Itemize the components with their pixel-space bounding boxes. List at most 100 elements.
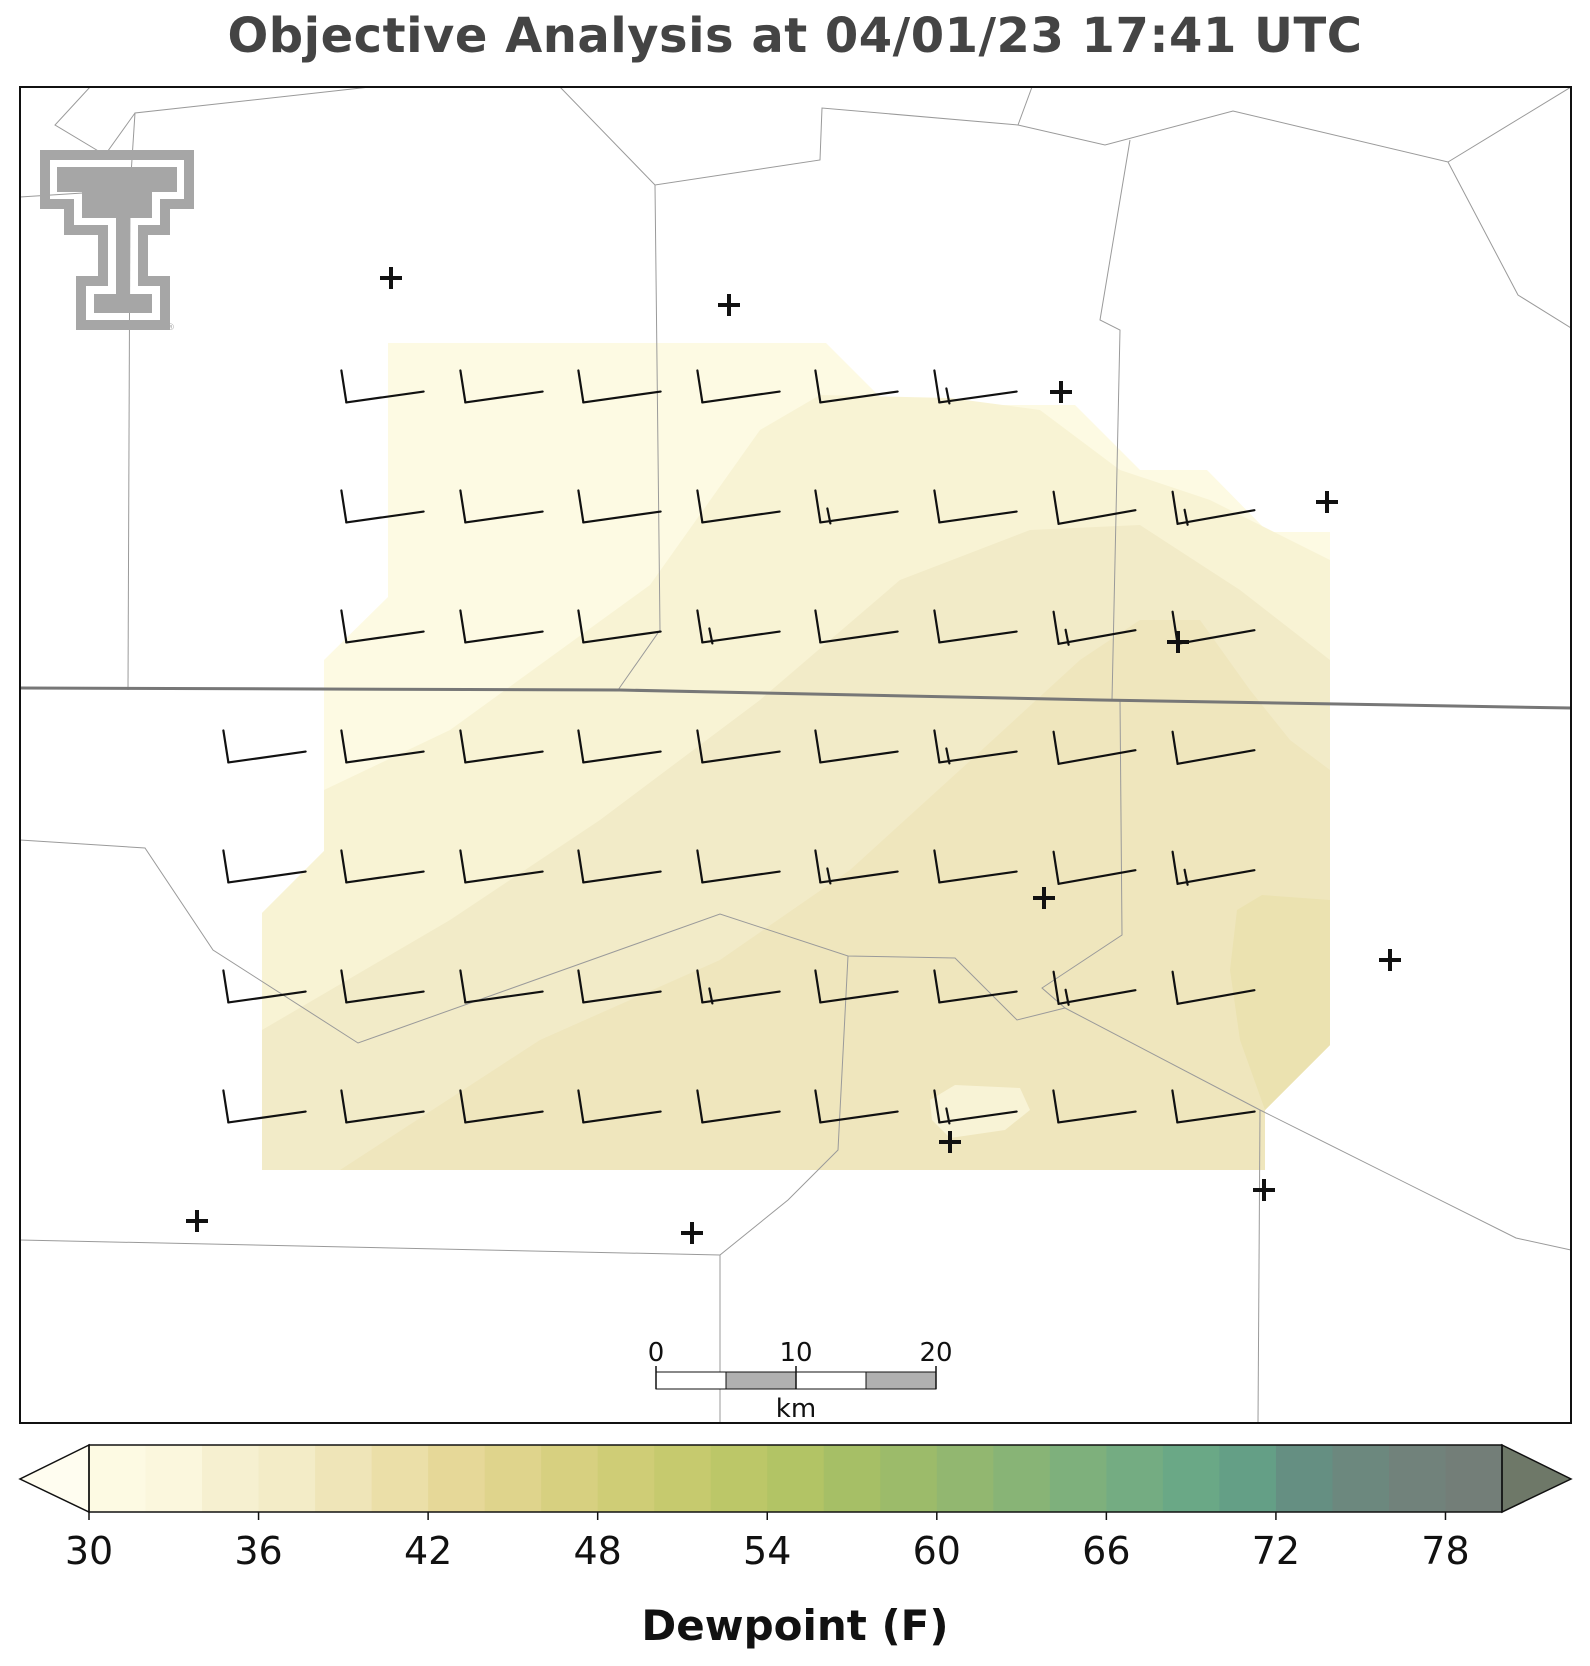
colorbar-segment bbox=[1275, 1445, 1334, 1512]
station-marker bbox=[1253, 1179, 1275, 1201]
colorbar-segment bbox=[1388, 1445, 1447, 1512]
scale-label-20: 20 bbox=[919, 1338, 952, 1368]
colorbar-segment bbox=[1332, 1445, 1390, 1512]
wind-barb bbox=[340, 969, 425, 1004]
station-marker bbox=[1033, 887, 1055, 909]
colorbar-segment bbox=[315, 1445, 373, 1512]
wind-barb bbox=[933, 849, 1018, 884]
colorbar-tick-label: 36 bbox=[234, 1529, 282, 1573]
wind-barb bbox=[1052, 1089, 1137, 1124]
wind-barb bbox=[1171, 1089, 1256, 1124]
station-marker bbox=[1167, 631, 1189, 653]
wind-barb bbox=[1052, 490, 1137, 525]
wind-barb bbox=[933, 609, 1018, 644]
contour-local-low bbox=[930, 1085, 1030, 1138]
colorbar-under-arrow bbox=[18, 1443, 90, 1514]
wind-barb bbox=[577, 849, 662, 884]
colorbar-segment bbox=[880, 1445, 938, 1512]
wind-barb bbox=[933, 489, 1018, 524]
wind-barb bbox=[340, 1089, 425, 1124]
wind-barb bbox=[340, 729, 425, 764]
contour-36-38 bbox=[340, 620, 1330, 1170]
wind-barb bbox=[577, 1089, 662, 1124]
wind-barb bbox=[222, 1089, 307, 1124]
wind-barb bbox=[696, 1089, 781, 1124]
colorbar-segment bbox=[654, 1445, 712, 1512]
colorbar-frame bbox=[88, 1444, 1503, 1513]
wind-barb bbox=[696, 609, 781, 645]
wind-barb bbox=[577, 609, 662, 644]
colorbar-tick-label: 72 bbox=[1252, 1529, 1300, 1573]
wind-barbs bbox=[222, 369, 1256, 1125]
colorbar-segment bbox=[710, 1445, 768, 1512]
registered-mark: ® bbox=[166, 323, 175, 333]
wind-barb bbox=[459, 849, 544, 884]
wind-barb bbox=[577, 369, 662, 404]
colorbar-segment bbox=[936, 1445, 994, 1512]
colorbar-segment bbox=[371, 1445, 429, 1512]
wind-barb bbox=[459, 969, 544, 1004]
wind-barb bbox=[814, 849, 899, 885]
colorbar-segment bbox=[428, 1445, 486, 1512]
contour-38-40 bbox=[1230, 895, 1330, 1110]
wind-barb bbox=[933, 969, 1018, 1004]
colorbar-segment bbox=[767, 1445, 825, 1512]
wind-barb bbox=[1171, 970, 1256, 1005]
wind-barb bbox=[459, 369, 544, 404]
wind-barb bbox=[696, 369, 781, 404]
wind-barb bbox=[1171, 730, 1256, 765]
colorbar-over-arrow bbox=[1501, 1443, 1573, 1514]
map-title: Objective Analysis at 04/01/23 17:41 UTC bbox=[227, 8, 1363, 64]
scale-label-0: 0 bbox=[648, 1338, 665, 1368]
wind-barb bbox=[696, 969, 781, 1005]
colorbar-segment bbox=[145, 1445, 203, 1512]
texas-tech-logo: ® bbox=[40, 150, 194, 333]
colorbar-tick-label: 54 bbox=[743, 1529, 791, 1573]
colorbar-label: Dewpoint (F) bbox=[641, 1601, 948, 1650]
wind-barb bbox=[340, 849, 425, 884]
wind-barb bbox=[814, 369, 899, 404]
station-marker bbox=[380, 267, 402, 289]
wind-barb bbox=[1171, 490, 1256, 526]
scale-unit: km bbox=[776, 1394, 816, 1424]
colorbar: 30 36 42 48 54 60 66 72 78 Dewpoint (F) bbox=[18, 1443, 1573, 1650]
colorbar-tick-label: 78 bbox=[1421, 1529, 1469, 1573]
scale-bar: 0 10 20 km bbox=[648, 1338, 953, 1424]
map-frame bbox=[19, 86, 1572, 1424]
wind-barb bbox=[459, 489, 544, 524]
wind-barb bbox=[814, 729, 899, 764]
station-marker bbox=[718, 294, 740, 316]
colorbar-segment bbox=[1049, 1445, 1107, 1512]
wind-barb bbox=[814, 969, 899, 1004]
colorbar-segment bbox=[993, 1445, 1051, 1512]
station-marker bbox=[939, 1131, 961, 1153]
colorbar-tick-label: 30 bbox=[65, 1529, 113, 1573]
colorbar-segment bbox=[541, 1445, 599, 1512]
colorbar-segments bbox=[89, 1445, 1503, 1512]
colorbar-ticks: 30 36 42 48 54 60 66 72 78 bbox=[65, 1512, 1470, 1573]
colorbar-segment bbox=[1219, 1445, 1277, 1512]
map-panel: 0 10 20 km ® bbox=[20, 87, 1571, 1424]
wind-barb bbox=[814, 609, 899, 644]
wind-barb bbox=[933, 729, 1018, 765]
wind-barb bbox=[696, 849, 781, 884]
wind-barb bbox=[1052, 610, 1137, 646]
wind-barb bbox=[222, 729, 307, 764]
wind-barb bbox=[222, 969, 307, 1004]
colorbar-segment bbox=[202, 1445, 260, 1512]
state-line bbox=[20, 686, 1571, 710]
colorbar-segment bbox=[597, 1445, 655, 1512]
wind-barb bbox=[696, 489, 781, 524]
wind-barb bbox=[340, 609, 425, 644]
wind-barb bbox=[933, 1089, 1018, 1125]
colorbar-segment bbox=[823, 1445, 881, 1512]
wind-barb bbox=[459, 609, 544, 644]
station-marker bbox=[1050, 381, 1072, 403]
wind-barb bbox=[459, 1089, 544, 1124]
wind-barb bbox=[814, 1089, 899, 1124]
station-marker bbox=[1379, 949, 1401, 971]
wind-barb bbox=[577, 729, 662, 764]
wind-barb bbox=[459, 729, 544, 764]
colorbar-tick-label: 48 bbox=[574, 1529, 622, 1573]
